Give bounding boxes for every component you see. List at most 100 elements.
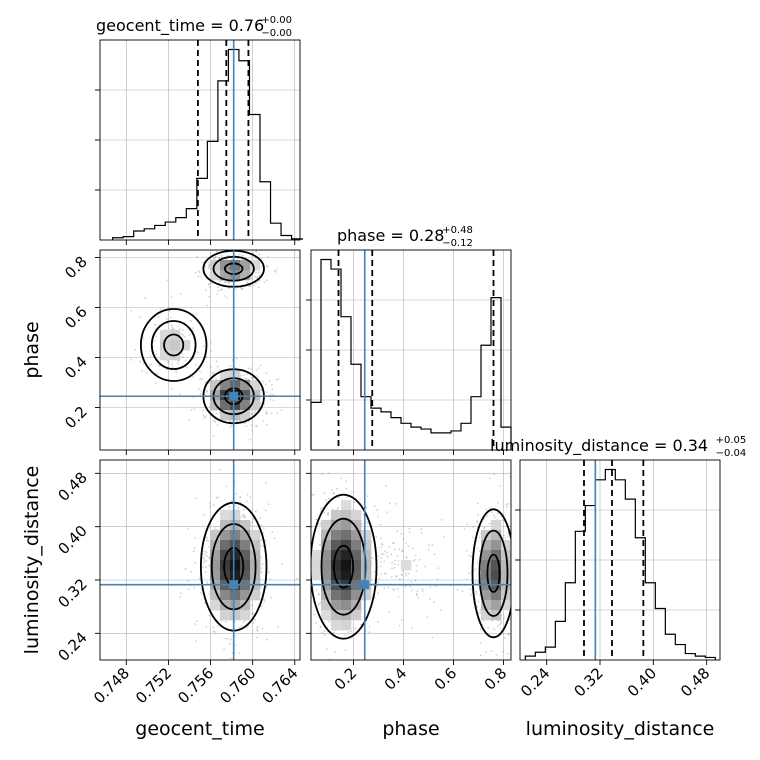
scatter-point — [387, 611, 390, 613]
scatter-point — [504, 537, 507, 539]
density-cell — [321, 560, 332, 571]
density-content — [130, 250, 283, 441]
scatter-point — [234, 288, 237, 290]
density-cell — [240, 390, 251, 401]
scatter-point — [266, 412, 269, 415]
scatter-point — [246, 373, 249, 376]
density-cell — [491, 530, 502, 541]
density-cell — [230, 560, 241, 571]
scatter-point — [203, 550, 206, 553]
scatter-point — [182, 329, 184, 331]
scatter-point — [465, 549, 468, 552]
scatter-point — [208, 592, 211, 595]
scatter-point — [337, 506, 340, 509]
scatter-point — [265, 481, 267, 484]
scatter-point — [171, 363, 174, 366]
density-cell — [210, 590, 221, 601]
scatter-point — [259, 279, 261, 282]
scatter-point — [334, 666, 336, 668]
scatter-point — [353, 501, 356, 503]
scatter-point — [203, 514, 206, 516]
scatter-point — [260, 567, 263, 570]
scatter-point — [204, 571, 207, 573]
scatter-point — [265, 586, 268, 589]
scatter-point — [512, 604, 514, 606]
scatter-point — [265, 265, 268, 267]
scatter-point — [516, 563, 518, 565]
scatter-point — [327, 512, 330, 514]
scatter-point — [321, 632, 323, 634]
scatter-point — [234, 634, 237, 637]
scatter-point — [207, 540, 210, 542]
scatter-point — [146, 371, 148, 374]
density-cell — [220, 380, 231, 391]
scatter-point — [317, 523, 320, 525]
scatter-point — [410, 580, 413, 583]
scatter-point — [400, 533, 403, 535]
scatter-point — [368, 631, 371, 634]
density-cell — [240, 600, 251, 611]
density-cell — [491, 540, 502, 551]
density-cell — [491, 520, 502, 531]
scatter-point — [269, 398, 272, 401]
scatter-point — [275, 271, 277, 273]
density-cell — [220, 560, 231, 571]
scatter-point — [392, 542, 394, 544]
scatter-point — [207, 267, 210, 270]
scatter-point — [475, 676, 477, 678]
density-cell — [481, 540, 492, 551]
contour-level-2 — [311, 493, 378, 640]
scatter-point — [471, 536, 474, 539]
scatter-point — [200, 390, 203, 392]
scatter-point — [197, 270, 200, 272]
gridlines — [100, 460, 300, 660]
scatter-point — [369, 661, 371, 663]
scatter-point — [506, 652, 509, 655]
scatter-point — [280, 409, 283, 412]
scatter-point — [336, 487, 338, 490]
scatter-point — [244, 422, 247, 425]
scatter-point — [240, 625, 243, 627]
density-cell — [240, 530, 251, 541]
density-cell — [230, 570, 241, 581]
density-cell — [210, 600, 221, 611]
scatter-point — [229, 657, 232, 659]
title-phase: phase = 0.28+0.48 −0.12 — [337, 225, 473, 249]
scatter-point — [249, 496, 252, 498]
density-cell — [351, 530, 362, 541]
scatter-point — [204, 289, 207, 292]
density-cell — [180, 340, 191, 351]
scatter-point — [251, 377, 254, 379]
histogram-phase — [310, 258, 512, 450]
scatter-point — [258, 274, 261, 277]
scatter-point — [210, 366, 212, 368]
density-cell — [240, 550, 251, 561]
scatter-point — [214, 421, 216, 423]
scatter-point — [208, 264, 211, 267]
scatter-point — [507, 535, 510, 538]
title-text: luminosity_distance = 0.34 — [490, 436, 708, 456]
scatter-point — [240, 501, 243, 503]
scatter-point — [475, 592, 478, 595]
scatter-point — [273, 269, 276, 272]
scatter-point — [206, 581, 209, 584]
scatter-point — [190, 570, 193, 573]
scatter-point — [166, 279, 169, 282]
scatter-point — [344, 649, 347, 651]
scatter-point — [365, 506, 368, 509]
scatter-point — [518, 537, 520, 539]
scatter-point — [433, 601, 436, 603]
scatter-point — [242, 514, 245, 517]
density-cell — [361, 570, 372, 581]
scatter-point — [377, 555, 380, 557]
scatter-point — [323, 492, 326, 495]
density-cell — [160, 350, 171, 361]
scatter-point — [414, 579, 417, 582]
contour-level-2 — [139, 308, 208, 382]
scatter-point — [334, 651, 337, 653]
density-cell — [230, 540, 241, 551]
scatter-point — [394, 559, 396, 562]
density-cell — [240, 260, 251, 271]
scatter-point — [204, 415, 207, 418]
scatter-point — [170, 296, 173, 299]
